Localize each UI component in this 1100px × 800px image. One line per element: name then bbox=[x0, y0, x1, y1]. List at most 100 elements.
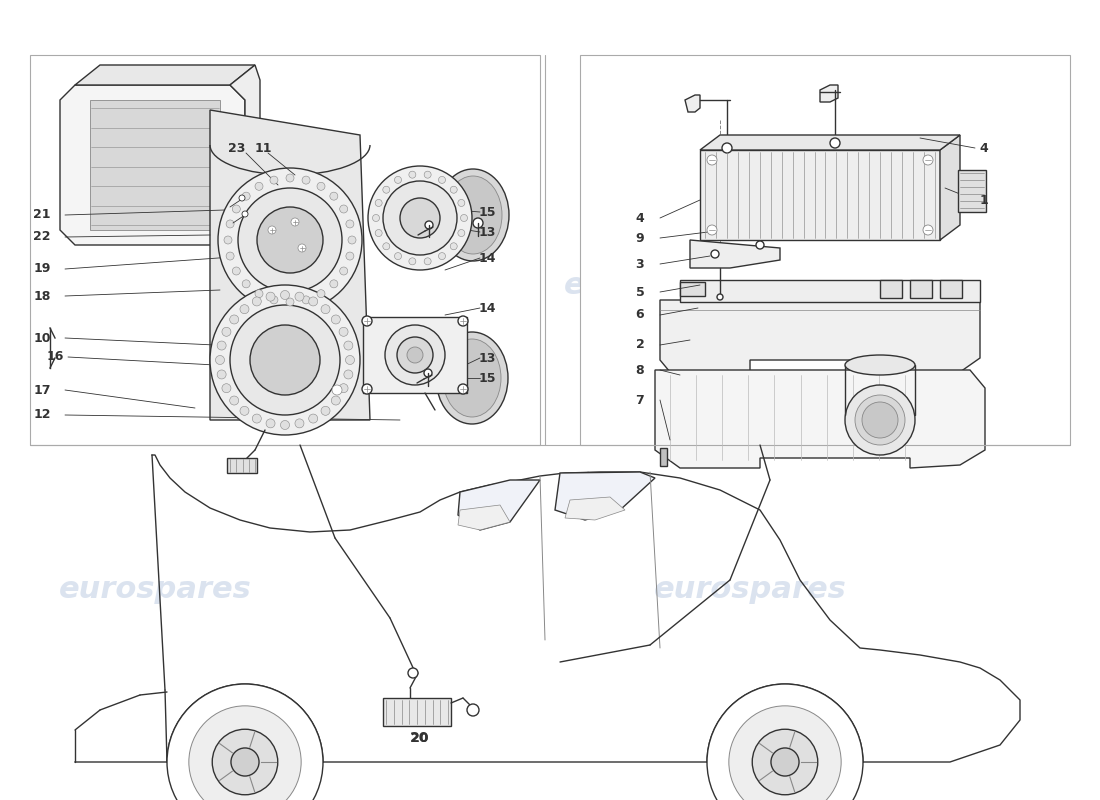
Circle shape bbox=[408, 668, 418, 678]
Text: 13: 13 bbox=[478, 226, 496, 238]
Circle shape bbox=[210, 285, 360, 435]
Circle shape bbox=[752, 730, 817, 794]
Text: 15: 15 bbox=[478, 206, 496, 218]
Circle shape bbox=[286, 298, 294, 306]
Circle shape bbox=[309, 297, 318, 306]
Circle shape bbox=[240, 406, 249, 415]
Circle shape bbox=[222, 384, 231, 393]
Text: eurospares: eurospares bbox=[653, 575, 846, 605]
Bar bbox=[910, 280, 932, 298]
Circle shape bbox=[242, 192, 250, 200]
Text: 17: 17 bbox=[33, 383, 51, 397]
Circle shape bbox=[292, 218, 299, 226]
Circle shape bbox=[461, 214, 468, 222]
Circle shape bbox=[280, 290, 289, 299]
Circle shape bbox=[222, 327, 231, 336]
Circle shape bbox=[339, 327, 348, 336]
Circle shape bbox=[217, 370, 227, 379]
Polygon shape bbox=[660, 300, 980, 372]
Circle shape bbox=[395, 176, 402, 183]
Text: 4: 4 bbox=[980, 142, 989, 154]
Circle shape bbox=[330, 192, 338, 200]
Circle shape bbox=[330, 280, 338, 288]
Circle shape bbox=[295, 292, 304, 301]
Text: 14: 14 bbox=[478, 251, 496, 265]
Ellipse shape bbox=[444, 176, 502, 254]
Circle shape bbox=[862, 402, 898, 438]
Circle shape bbox=[280, 421, 289, 430]
Text: 19: 19 bbox=[33, 262, 51, 275]
Bar bbox=[363, 317, 468, 393]
Circle shape bbox=[250, 325, 320, 395]
Polygon shape bbox=[690, 240, 780, 268]
Text: 2: 2 bbox=[636, 338, 645, 351]
Ellipse shape bbox=[845, 355, 915, 375]
Circle shape bbox=[231, 748, 258, 776]
Text: 13: 13 bbox=[478, 351, 496, 365]
Ellipse shape bbox=[436, 332, 508, 424]
Text: 3: 3 bbox=[636, 258, 645, 270]
Circle shape bbox=[425, 221, 433, 229]
Polygon shape bbox=[458, 505, 510, 530]
Ellipse shape bbox=[437, 169, 509, 261]
Text: 20: 20 bbox=[411, 731, 429, 745]
Circle shape bbox=[385, 325, 446, 385]
Circle shape bbox=[707, 155, 717, 165]
Circle shape bbox=[407, 347, 424, 363]
Circle shape bbox=[286, 174, 294, 182]
Text: 1: 1 bbox=[980, 194, 989, 206]
Circle shape bbox=[309, 414, 318, 423]
Ellipse shape bbox=[855, 395, 905, 445]
Bar bbox=[30, 55, 540, 445]
Bar bbox=[940, 280, 962, 298]
Circle shape bbox=[302, 296, 310, 304]
Text: 18: 18 bbox=[33, 290, 51, 302]
Circle shape bbox=[424, 369, 432, 377]
Polygon shape bbox=[700, 135, 960, 150]
Text: 22: 22 bbox=[33, 230, 51, 243]
Polygon shape bbox=[60, 85, 245, 245]
Text: 8: 8 bbox=[636, 363, 645, 377]
Circle shape bbox=[252, 297, 262, 306]
Text: 11: 11 bbox=[254, 142, 272, 154]
Circle shape bbox=[345, 220, 354, 228]
Circle shape bbox=[458, 316, 468, 326]
Polygon shape bbox=[820, 85, 838, 102]
Circle shape bbox=[409, 258, 416, 265]
Polygon shape bbox=[565, 497, 625, 520]
Circle shape bbox=[167, 684, 323, 800]
Ellipse shape bbox=[845, 385, 915, 455]
Circle shape bbox=[295, 419, 304, 428]
Polygon shape bbox=[90, 100, 220, 230]
Text: eurospares: eurospares bbox=[58, 575, 252, 605]
Circle shape bbox=[923, 155, 933, 165]
Circle shape bbox=[373, 214, 380, 222]
Circle shape bbox=[756, 241, 764, 249]
Circle shape bbox=[268, 226, 276, 234]
Circle shape bbox=[252, 414, 262, 423]
Circle shape bbox=[302, 176, 310, 184]
Bar bbox=[680, 282, 705, 296]
Text: 4: 4 bbox=[636, 211, 645, 225]
Circle shape bbox=[230, 315, 239, 324]
Circle shape bbox=[397, 337, 433, 373]
Circle shape bbox=[242, 280, 250, 288]
Bar bbox=[958, 170, 986, 212]
Circle shape bbox=[218, 168, 362, 312]
Bar bbox=[383, 698, 451, 726]
Text: 9: 9 bbox=[636, 231, 645, 245]
Circle shape bbox=[270, 296, 278, 304]
Polygon shape bbox=[685, 95, 700, 112]
Circle shape bbox=[439, 253, 446, 260]
Circle shape bbox=[458, 230, 465, 237]
Circle shape bbox=[722, 143, 732, 153]
Circle shape bbox=[238, 188, 342, 292]
Text: 20: 20 bbox=[410, 731, 430, 745]
Circle shape bbox=[830, 138, 840, 148]
Circle shape bbox=[923, 225, 933, 235]
Circle shape bbox=[409, 171, 416, 178]
Bar bbox=[580, 55, 1070, 445]
Circle shape bbox=[458, 199, 465, 206]
Circle shape bbox=[332, 385, 342, 395]
Circle shape bbox=[439, 176, 446, 183]
